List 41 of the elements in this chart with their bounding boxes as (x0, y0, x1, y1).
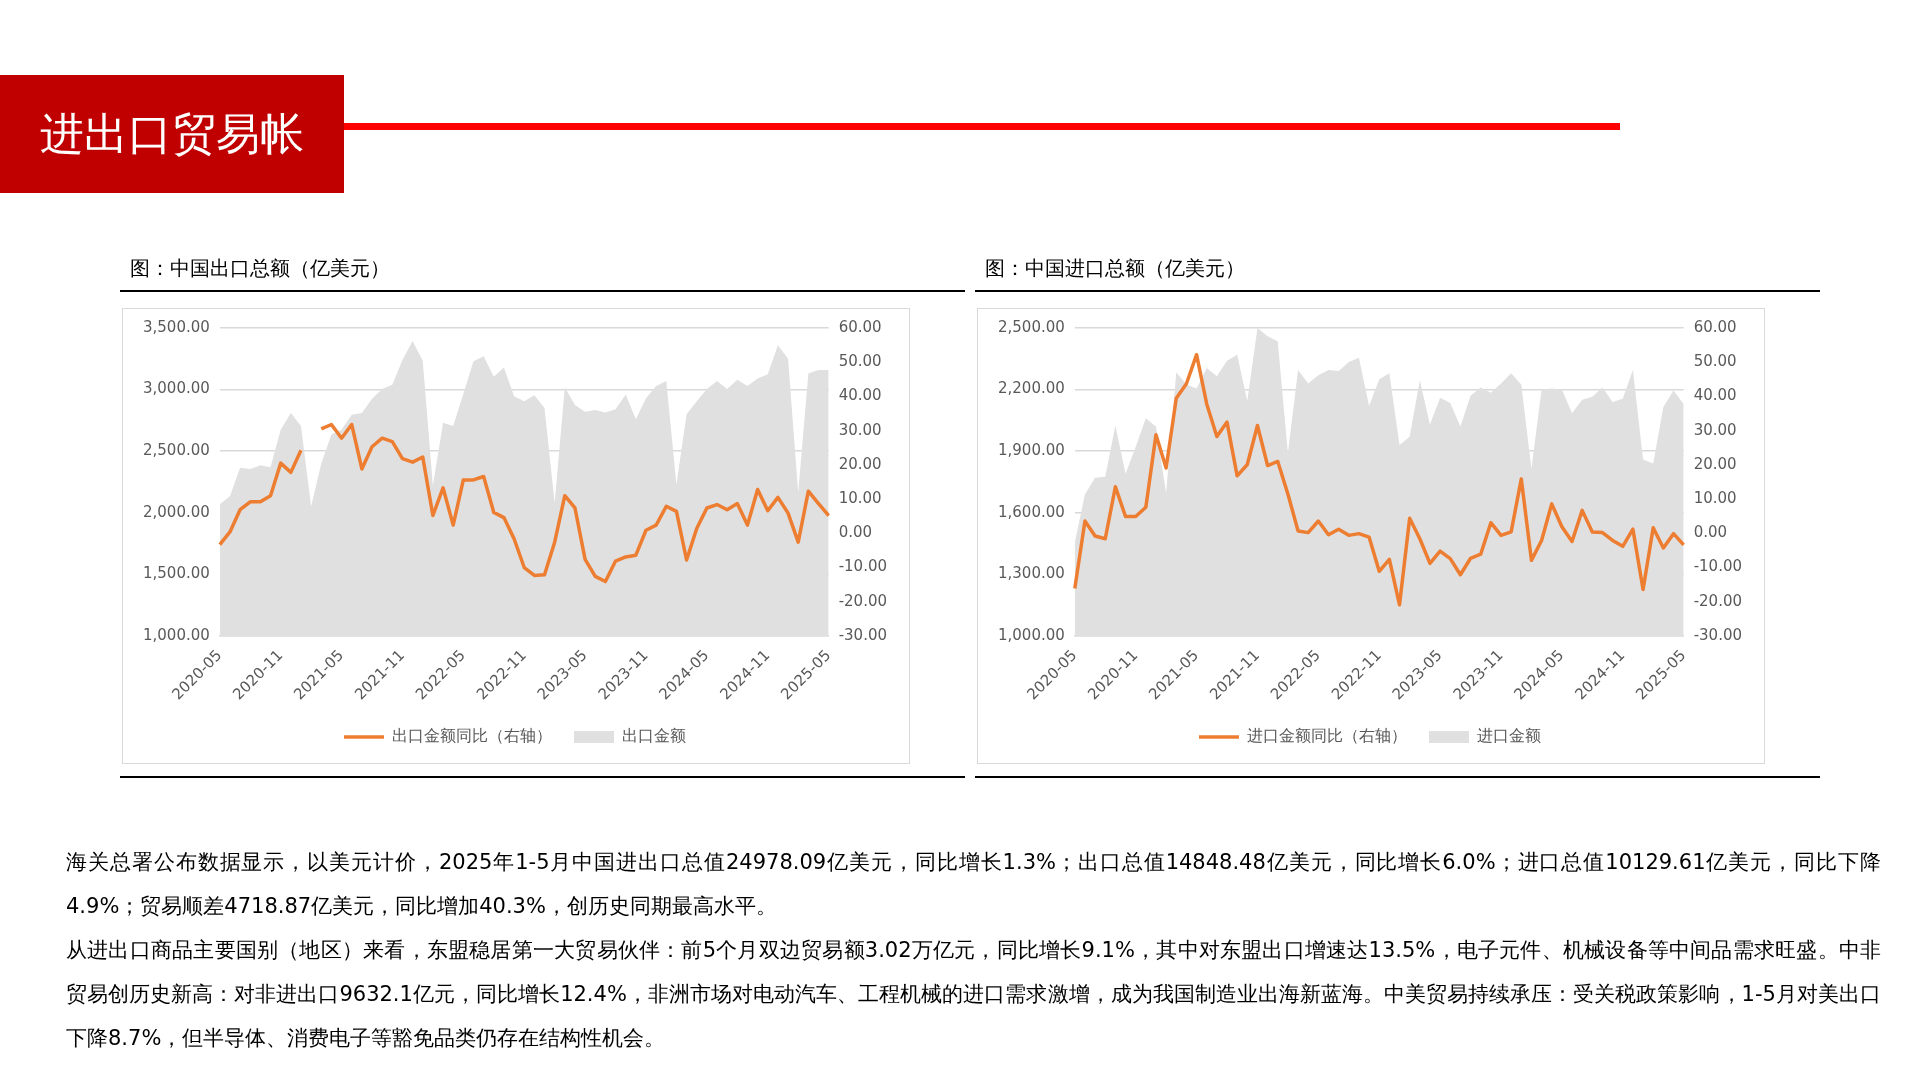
y2-tick-label: -30.00 (838, 625, 887, 644)
legend-label: 出口金额 (622, 726, 686, 746)
y2-tick-label: 20.00 (1693, 454, 1737, 473)
legend-label: 出口金额同比（右轴） (392, 726, 552, 746)
chart-title: 图：中国出口总额（亿美元） (120, 255, 965, 292)
y-tick-label: 1,000.00 (143, 625, 210, 644)
y2-tick-label: 60.00 (838, 317, 882, 336)
y-tick-label: 1,900.00 (998, 441, 1065, 460)
y-tick-label: 3,500.00 (143, 317, 210, 336)
y2-tick-label: 20.00 (838, 454, 882, 473)
y2-tick-label: 50.00 (1693, 352, 1737, 371)
y2-tick-label: 0.00 (1693, 523, 1728, 542)
y2-tick-label: 40.00 (1693, 386, 1737, 405)
y-tick-label: 3,000.00 (143, 379, 210, 398)
y2-tick-label: 30.00 (838, 420, 882, 439)
y2-tick-label: 50.00 (838, 352, 882, 371)
y2-tick-label: -10.00 (838, 557, 887, 576)
y-tick-label: 2,500.00 (998, 317, 1065, 336)
y2-tick-label: 40.00 (838, 386, 882, 405)
chart-title: 图：中国进口总额（亿美元） (975, 255, 1820, 292)
text: 进出口贸易帐 (0, 75, 344, 193)
y2-tick-label: 0.00 (838, 523, 873, 542)
y2-tick-label: 10.00 (838, 488, 882, 507)
y2-tick-label: 10.00 (1693, 488, 1737, 507)
y-tick-label: 2,000.00 (143, 502, 210, 521)
y-tick-label: 1,300.00 (998, 564, 1065, 583)
y-tick-label: 2,500.00 (143, 441, 210, 460)
y2-tick-label: -30.00 (1693, 625, 1742, 644)
y-tick-label: 1,500.00 (143, 564, 210, 583)
y-tick-label: 1,000.00 (998, 625, 1065, 644)
legend-label: 进口金额同比（右轴） (1247, 726, 1407, 746)
legend-label: 进口金额 (1477, 726, 1541, 746)
y2-tick-label: 30.00 (1693, 420, 1737, 439)
y2-tick-label: -20.00 (838, 591, 887, 610)
y2-tick-label: 60.00 (1693, 317, 1737, 336)
text: 海关总署公布数据显示，以美元计价，2025年1-5月中国进出口总值24978.09亿美元，同比增长1.3%；出口总值14848.48亿美元，同比增长6.0%；进口总值10129.61亿美元，同比下降4.9%；贸易顺差4718.87亿美元，同比增加40.3%，创历史同期最高水平。 (66, 849, 1881, 920)
y-tick-label: 2,200.00 (998, 379, 1065, 398)
y2-tick-label: -10.00 (1693, 557, 1742, 576)
y-tick-label: 1,600.00 (998, 502, 1065, 521)
text: 从进出口商品主要国别（地区）来看，东盟稳居第一大贸易伙伴：前5个月双边贸易额3.02万亿元，同比增长9.1%，其中对东盟出口增速达13.5%，电子元件、机械设备等中间品需求旺盛。中非贸易创历史新高：对非进出口9632.1亿元，同比增长12.4%，非洲市场对电动汽车、工程机械的进口需求激增，成为我国制造业出海新蓝海。中美贸易持续承压：受关税政策影响，1-5月对美出口下降8.7%，但半导体、消费电子等豁免品类仍存在结构性机会。 (66, 937, 1881, 1052)
y2-tick-label: -20.00 (1693, 591, 1742, 610)
